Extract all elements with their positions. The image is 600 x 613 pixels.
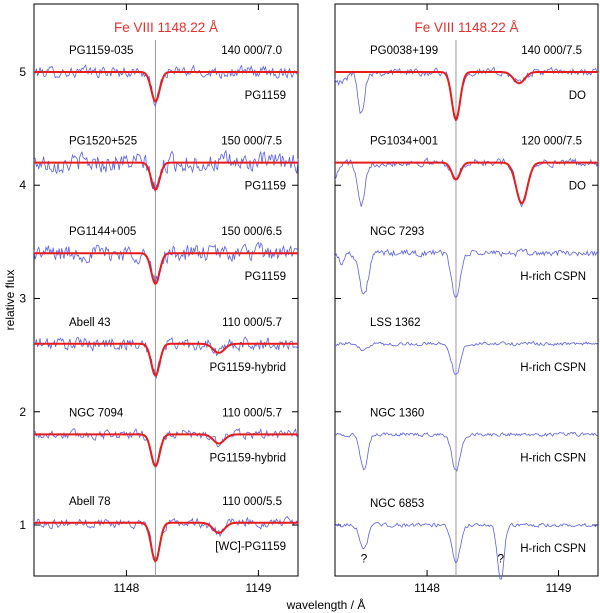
y-axis-label: relative flux (3, 270, 17, 331)
star-name-label: PG1034+001 (370, 136, 438, 148)
star-name-label: PG1144+005 (69, 226, 136, 238)
model-params-label: 150 000/7.5 (221, 136, 282, 148)
spectral-class-label: PG1159 (245, 90, 286, 102)
model-params-label: 150 000/6.5 (221, 226, 282, 238)
model-spectrum (34, 252, 298, 286)
star-name-label: NGC 7293 (370, 226, 424, 238)
observed-spectrum (334, 157, 599, 208)
model-params-label: 110 000/5.7 (222, 407, 282, 419)
star-name-label: NGC 6853 (370, 498, 424, 510)
model-params-label: 110 000/5.7 (222, 317, 282, 329)
y-tick-label: 1 (19, 518, 26, 532)
spectral-class-label: PG1159 (245, 271, 286, 283)
y-tick-label: 4 (19, 178, 26, 192)
model-params-label: 120 000/7.5 (521, 136, 582, 148)
y-tick-label: 3 (19, 291, 26, 305)
y-tick-label: 2 (19, 405, 26, 419)
model-spectrum (34, 433, 298, 468)
star-name-label: LSS 1362 (370, 317, 421, 329)
observed-spectrum (334, 431, 599, 472)
model-params-label: 110 000/5.5 (222, 496, 282, 508)
model-params-label: 140 000/7.0 (221, 45, 282, 57)
star-name-label: NGC 7094 (69, 407, 124, 419)
model-spectrum (34, 161, 298, 191)
question-annotation: ? (361, 551, 368, 565)
observed-spectrum (33, 336, 299, 379)
observed-spectrum (33, 149, 299, 192)
model-spectrum (335, 161, 598, 205)
question-annotation: ? (497, 551, 504, 565)
model-spectrum (335, 71, 598, 122)
panel-frame (334, 3, 599, 577)
star-name-label: Abell 43 (69, 317, 111, 329)
spectral-class-label: H-rich CSPN (520, 452, 586, 464)
x-tick-label: 1148 (113, 581, 139, 595)
model-params-label: 140 000/7.5 (521, 45, 582, 57)
x-tick-label: 1149 (546, 581, 572, 595)
star-name-label: PG1159-035 (69, 45, 133, 57)
spectral-class-label: H-rich CSPN (520, 543, 586, 555)
observed-spectrum (334, 522, 599, 580)
spectral-class-label: PG1159-hybrid (210, 452, 287, 464)
x-tick-label: 1149 (245, 581, 271, 595)
spectral-class-label: PG1159 (245, 181, 286, 193)
model-spectrum (34, 521, 298, 563)
spectral-class-label: [WC]-PG1159 (215, 541, 286, 553)
spectral-class-label: H-rich CSPN (520, 271, 586, 283)
x-axis-label: wavelength / Å (286, 597, 366, 612)
model-spectrum (34, 342, 298, 377)
right-panel: Fe VIII 1148.22 Å 1148 1149 PG0038+199 140 0… (334, 3, 599, 595)
star-name-label: NGC 1360 (370, 407, 424, 419)
observed-spectrum (334, 340, 599, 375)
x-tick-label: 1148 (414, 581, 440, 595)
spectral-class-label: PG1159-hybrid (210, 362, 287, 374)
spectral-class-label: H-rich CSPN (520, 362, 586, 374)
star-name-label: Abell 78 (69, 496, 111, 508)
spectral-class-label: DO (569, 181, 586, 193)
panel-frame (33, 3, 299, 577)
y-tick-label: 5 (19, 65, 26, 79)
observed-spectrum (334, 248, 599, 299)
star-name-label: PG1520+525 (69, 136, 137, 148)
star-name-label: PG0038+199 (370, 45, 438, 57)
left-panel: Fe VIII 1148.22 Å 1148 1149 1 2 3 4 5 PG1159-035… (19, 3, 299, 595)
panel-title: Fe VIII 1148.22 Å (414, 20, 518, 35)
panel-title: Fe VIII 1148.22 Å (114, 20, 218, 35)
spectral-class-label: DO (569, 90, 586, 102)
model-spectrum (34, 71, 298, 103)
